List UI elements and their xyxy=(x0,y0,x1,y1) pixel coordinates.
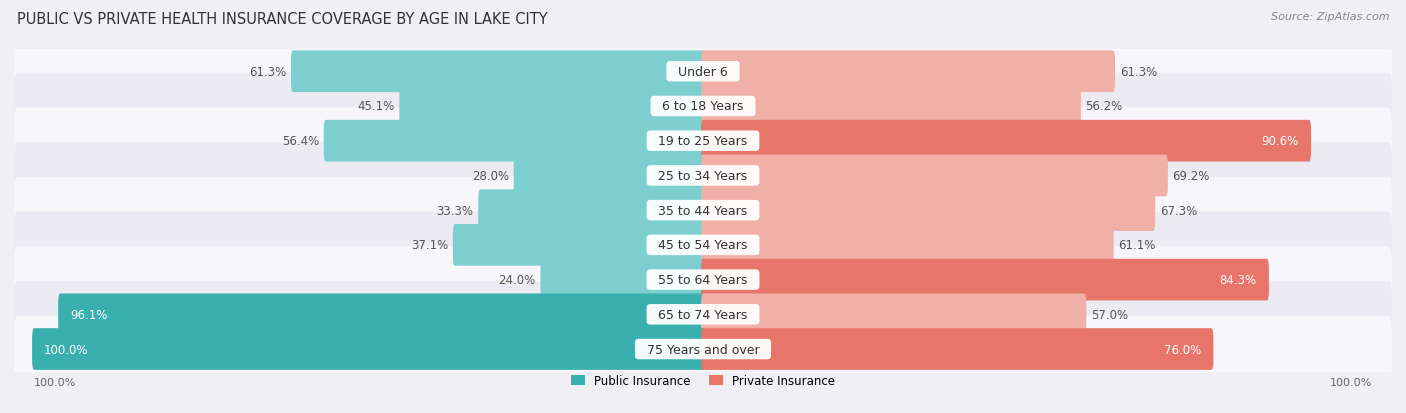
Text: Source: ZipAtlas.com: Source: ZipAtlas.com xyxy=(1271,12,1389,22)
Text: 84.3%: 84.3% xyxy=(1219,273,1257,286)
Text: 75 Years and over: 75 Years and over xyxy=(638,343,768,356)
FancyBboxPatch shape xyxy=(14,177,1392,244)
Text: Under 6: Under 6 xyxy=(671,66,735,78)
Text: 45 to 54 Years: 45 to 54 Years xyxy=(651,239,755,252)
FancyBboxPatch shape xyxy=(32,328,704,370)
FancyBboxPatch shape xyxy=(58,294,704,335)
FancyBboxPatch shape xyxy=(399,86,704,128)
Text: 69.2%: 69.2% xyxy=(1173,169,1211,183)
FancyBboxPatch shape xyxy=(291,51,704,93)
FancyBboxPatch shape xyxy=(14,247,1392,313)
Text: 35 to 44 Years: 35 to 44 Years xyxy=(651,204,755,217)
FancyBboxPatch shape xyxy=(14,74,1392,140)
FancyBboxPatch shape xyxy=(702,259,1268,301)
FancyBboxPatch shape xyxy=(14,143,1392,209)
Text: 100.0%: 100.0% xyxy=(44,343,89,356)
FancyBboxPatch shape xyxy=(453,225,704,266)
FancyBboxPatch shape xyxy=(702,294,1087,335)
Text: 45.1%: 45.1% xyxy=(357,100,395,113)
Text: 100.0%: 100.0% xyxy=(1330,377,1372,387)
FancyBboxPatch shape xyxy=(14,212,1392,278)
Text: 67.3%: 67.3% xyxy=(1160,204,1197,217)
FancyBboxPatch shape xyxy=(702,328,1213,370)
FancyBboxPatch shape xyxy=(702,121,1310,162)
FancyBboxPatch shape xyxy=(540,259,704,301)
Text: 19 to 25 Years: 19 to 25 Years xyxy=(651,135,755,148)
FancyBboxPatch shape xyxy=(14,39,1392,105)
Text: 56.2%: 56.2% xyxy=(1085,100,1123,113)
FancyBboxPatch shape xyxy=(478,190,704,231)
FancyBboxPatch shape xyxy=(323,121,704,162)
Text: PUBLIC VS PRIVATE HEALTH INSURANCE COVERAGE BY AGE IN LAKE CITY: PUBLIC VS PRIVATE HEALTH INSURANCE COVER… xyxy=(17,12,547,27)
Text: 37.1%: 37.1% xyxy=(411,239,449,252)
FancyBboxPatch shape xyxy=(14,281,1392,348)
FancyBboxPatch shape xyxy=(513,155,704,197)
Text: 65 to 74 Years: 65 to 74 Years xyxy=(651,308,755,321)
Legend: Public Insurance, Private Insurance: Public Insurance, Private Insurance xyxy=(567,369,839,392)
Text: 76.0%: 76.0% xyxy=(1164,343,1201,356)
Text: 6 to 18 Years: 6 to 18 Years xyxy=(654,100,752,113)
FancyBboxPatch shape xyxy=(702,190,1156,231)
Text: 61.3%: 61.3% xyxy=(249,66,287,78)
Text: 61.1%: 61.1% xyxy=(1118,239,1156,252)
FancyBboxPatch shape xyxy=(702,86,1081,128)
FancyBboxPatch shape xyxy=(14,108,1392,175)
Text: 24.0%: 24.0% xyxy=(499,273,536,286)
Text: 56.4%: 56.4% xyxy=(281,135,319,148)
FancyBboxPatch shape xyxy=(702,51,1115,93)
FancyBboxPatch shape xyxy=(702,225,1114,266)
Text: 33.3%: 33.3% xyxy=(437,204,474,217)
Text: 57.0%: 57.0% xyxy=(1091,308,1128,321)
Text: 100.0%: 100.0% xyxy=(34,377,76,387)
Text: 55 to 64 Years: 55 to 64 Years xyxy=(651,273,755,286)
Text: 25 to 34 Years: 25 to 34 Years xyxy=(651,169,755,183)
Text: 96.1%: 96.1% xyxy=(70,308,108,321)
FancyBboxPatch shape xyxy=(702,155,1168,197)
Text: 90.6%: 90.6% xyxy=(1261,135,1299,148)
FancyBboxPatch shape xyxy=(14,316,1392,382)
Text: 61.3%: 61.3% xyxy=(1119,66,1157,78)
Text: 28.0%: 28.0% xyxy=(472,169,509,183)
